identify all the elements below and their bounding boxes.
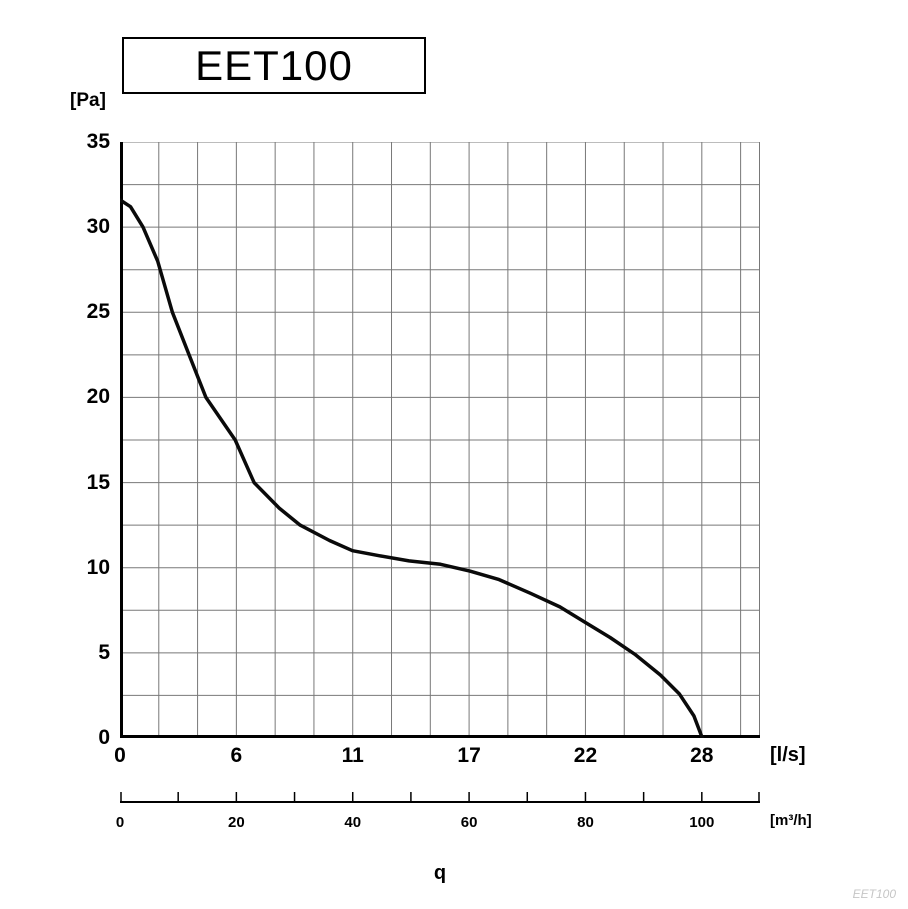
grid-lines — [120, 142, 760, 738]
x-axis-unit-label: [l/s] — [770, 744, 806, 766]
flow-quantity-label: q — [433, 862, 447, 884]
performance-curve — [120, 198, 705, 738]
y-tick-label: 10 — [86, 555, 110, 579]
x-tick-label-ls: 17 — [457, 744, 481, 767]
y-tick-label: 0 — [98, 726, 110, 749]
y-axis-unit-label: [Pa] — [70, 90, 106, 111]
x-tick-label-ls: 22 — [573, 744, 598, 767]
y-tick-label: 30 — [86, 215, 110, 239]
pressure-flow-chart — [120, 142, 760, 738]
x2-tick-label-m3h: 40 — [344, 814, 362, 831]
chart-title: EET100 — [195, 41, 353, 89]
x-tick-label-ls: 6 — [230, 744, 243, 767]
x-tick-label-ls: 28 — [690, 744, 714, 767]
secondary-axis-m3h — [120, 792, 760, 803]
x-tick-label-ls: 0 — [114, 744, 126, 767]
y-tick-label: 15 — [86, 470, 110, 494]
watermark-text: EET100 — [852, 887, 896, 901]
y-tick-label: 20 — [86, 385, 110, 409]
x2-tick-label-m3h: 100 — [689, 814, 715, 831]
x2-tick-label-m3h: 80 — [577, 814, 594, 831]
y-tick-label: 5 — [98, 640, 110, 664]
title-box: EET100 — [122, 37, 426, 94]
x2-tick-label-m3h: 20 — [228, 814, 245, 831]
x2-tick-label-m3h: 60 — [460, 814, 478, 831]
x-tick-label-ls: 11 — [341, 744, 364, 767]
y-tick-label: 25 — [86, 300, 110, 324]
y-tick-label: 35 — [86, 130, 110, 153]
secondary-axis-unit-label: [m³/h] — [770, 812, 812, 829]
x2-tick-label-m3h: 0 — [115, 814, 125, 831]
